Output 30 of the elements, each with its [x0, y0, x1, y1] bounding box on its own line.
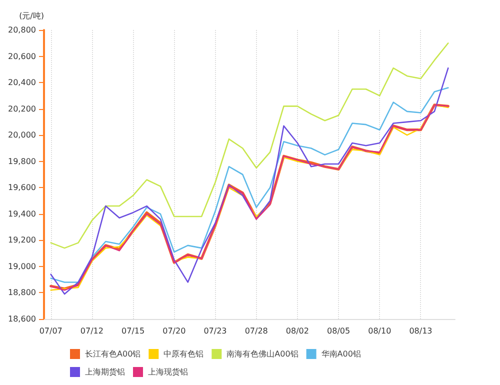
- x-tick-label: 07/23: [204, 326, 227, 336]
- legend-label: 华南A00铝: [321, 350, 361, 358]
- x-tick-label: 08/02: [286, 326, 309, 336]
- x-tick-label: 07/07: [39, 326, 62, 336]
- legend-label: 南海有色佛山A00铝: [226, 350, 298, 358]
- line-series: [50, 42, 449, 249]
- y-tick-label: 19,200: [8, 236, 36, 245]
- x-tick-label: 07/15: [122, 326, 145, 336]
- y-tick-label: 20,600: [8, 52, 36, 61]
- x-tick-label: 07/28: [244, 326, 268, 336]
- y-tick-label: 20,200: [8, 104, 36, 114]
- legend-label: 上海期货铝: [85, 368, 125, 376]
- y-tick-label: 19,000: [8, 262, 36, 271]
- y-tick-label: 20,800: [8, 26, 36, 34]
- y-tick-label: 19,800: [8, 156, 36, 166]
- y-tick-label: 18,600: [8, 314, 36, 324]
- x-tick-label: 07/12: [80, 326, 104, 336]
- y-tick-label: 20,400: [8, 78, 36, 88]
- y-tick-label: 19,600: [8, 183, 36, 192]
- legend-label: 中原有色铝: [164, 350, 204, 358]
- y-tick-label: 19,400: [8, 209, 36, 218]
- y-axis-title: (元/吨): [19, 12, 44, 20]
- y-tick-label: 20,000: [8, 130, 36, 140]
- x-tick-label: 08/13: [409, 326, 432, 336]
- y-tick-label: 18,800: [8, 288, 36, 298]
- x-tick-label: 08/10: [368, 326, 392, 336]
- x-tick-label: 08/05: [327, 326, 350, 336]
- legend-label: 长江有色A00铝: [85, 350, 141, 358]
- x-tick-label: 07/20: [162, 326, 186, 336]
- legend-label: 上海现货铝: [148, 368, 188, 376]
